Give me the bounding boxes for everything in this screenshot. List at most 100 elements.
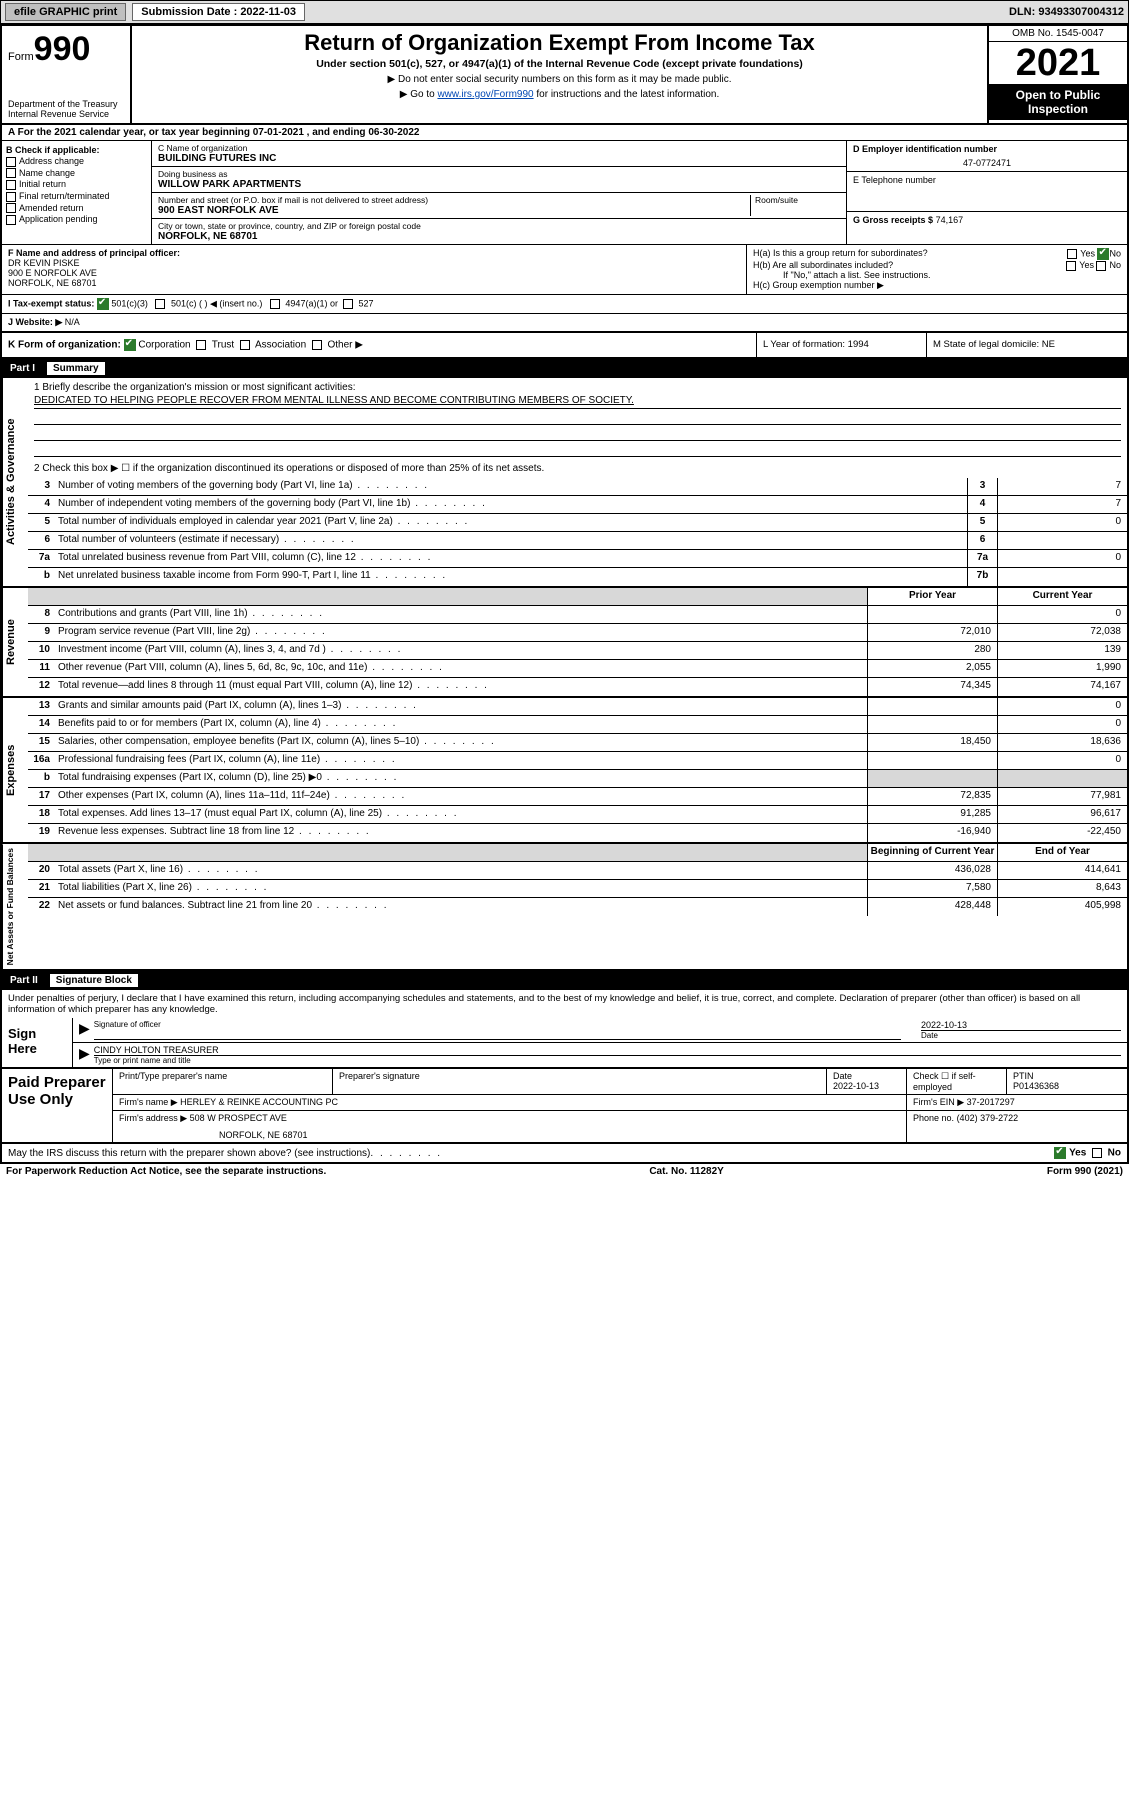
- k-opt3: Other ▶: [327, 340, 362, 351]
- form-title: Return of Organization Exempt From Incom…: [140, 30, 979, 56]
- no-lbl: No: [1108, 1148, 1121, 1159]
- header-left: Form990 Department of the Treasury Inter…: [2, 26, 132, 123]
- form990-link[interactable]: www.irs.gov/Form990: [437, 89, 533, 100]
- submission-date: Submission Date : 2022-11-03: [132, 3, 305, 21]
- table-row: 14Benefits paid to or for members (Part …: [28, 716, 1127, 734]
- sig-decl: Under penalties of perjury, I declare th…: [2, 990, 1127, 1018]
- part1-title: Summary: [47, 362, 105, 375]
- addr-val1: 508 W PROSPECT AVE: [190, 1113, 287, 1123]
- col-c: C Name of organization BUILDING FUTURES …: [152, 141, 847, 244]
- k-lbl: K Form of organization:: [8, 340, 121, 351]
- table-row: bTotal fundraising expenses (Part IX, co…: [28, 770, 1127, 788]
- phone-lbl: Phone no.: [913, 1113, 954, 1123]
- prep-sig-hdr: Preparer's signature: [333, 1069, 827, 1094]
- table-row: 18Total expenses. Add lines 13–17 (must …: [28, 806, 1127, 824]
- form-header: Form990 Department of the Treasury Inter…: [2, 26, 1127, 125]
- table-row: 17Other expenses (Part IX, column (A), l…: [28, 788, 1127, 806]
- i-501c3-checked: [97, 298, 109, 310]
- f-addr2: NORFOLK, NE 68701: [8, 278, 97, 288]
- e-lbl: E Telephone number: [853, 175, 1121, 185]
- c-name: C Name of organization BUILDING FUTURES …: [152, 141, 846, 167]
- part2-header: Part II Signature Block: [2, 971, 1127, 990]
- note2-post: for instructions and the latest informat…: [534, 89, 720, 100]
- table-row: 16aProfessional fundraising fees (Part I…: [28, 752, 1127, 770]
- c-dba-lbl: Doing business as: [158, 169, 840, 179]
- part1-header: Part I Summary: [2, 359, 1127, 378]
- table-row: bNet unrelated business taxable income f…: [28, 568, 1127, 586]
- note-ssn: ▶ Do not enter social security numbers o…: [140, 74, 979, 85]
- chk-amended[interactable]: Amended return: [6, 203, 147, 214]
- header-mid: Return of Organization Exempt From Incom…: [132, 26, 987, 123]
- form-number: Form990: [8, 30, 124, 69]
- net-label: Net Assets or Fund Balances: [2, 844, 28, 969]
- section-net: Net Assets or Fund Balances Beginning of…: [2, 844, 1127, 971]
- d-lbl: D Employer identification number: [853, 144, 1121, 154]
- prep-name-hdr: Print/Type preparer's name: [113, 1069, 333, 1094]
- table-row: 22Net assets or fund balances. Subtract …: [28, 898, 1127, 916]
- form-prefix: Form: [8, 51, 34, 63]
- tax-year: 2021: [989, 42, 1127, 84]
- footer-q-text: May the IRS discuss this return with the…: [8, 1148, 370, 1159]
- prep-date-val: 2022-10-13: [833, 1081, 900, 1091]
- j-val: N/A: [65, 317, 80, 328]
- part2-title: Signature Block: [50, 974, 138, 987]
- table-row: 4Number of independent voting members of…: [28, 496, 1127, 514]
- k-corp-checked: [124, 339, 136, 351]
- form-num: 990: [34, 30, 91, 68]
- net-hdr-row: Beginning of Current Year End of Year: [28, 844, 1127, 862]
- omb-number: OMB No. 1545-0047: [989, 26, 1127, 42]
- table-row: 12Total revenue—add lines 8 through 11 (…: [28, 678, 1127, 696]
- table-row: 11Other revenue (Part VIII, column (A), …: [28, 660, 1127, 678]
- form-container: Form990 Department of the Treasury Inter…: [0, 24, 1129, 1164]
- table-row: 20Total assets (Part X, line 16)436,0284…: [28, 862, 1127, 880]
- table-row: 19Revenue less expenses. Subtract line 1…: [28, 824, 1127, 842]
- net-hdr-curr: End of Year: [997, 844, 1127, 861]
- phone-val: (402) 379-2722: [957, 1113, 1019, 1123]
- d-ein: D Employer identification number 47-0772…: [847, 141, 1127, 172]
- i-opt0: 501(c)(3): [111, 298, 148, 308]
- chk-name[interactable]: Name change: [6, 168, 147, 179]
- efile-btn[interactable]: efile GRAPHIC print: [5, 3, 126, 21]
- c-dba-val: WILLOW PARK APARTMENTS: [158, 179, 840, 190]
- part2-num: Part II: [10, 975, 38, 986]
- firm-val: HERLEY & REINKE ACCOUNTING PC: [180, 1097, 338, 1107]
- c-name-lbl: C Name of organization: [158, 143, 840, 153]
- section-expenses: Expenses 13Grants and similar amounts pa…: [2, 698, 1127, 844]
- mission-block: 1 Briefly describe the organization's mi…: [28, 378, 1127, 478]
- c-street: Number and street (or P.O. box if mail i…: [152, 193, 846, 219]
- table-row: 10Investment income (Part VIII, column (…: [28, 642, 1127, 660]
- row-fh: F Name and address of principal officer:…: [2, 245, 1127, 295]
- net-hdr-prior: Beginning of Current Year: [867, 844, 997, 861]
- k-m: M State of legal domicile: NE: [927, 333, 1127, 357]
- yes-lbl: Yes: [1069, 1148, 1086, 1159]
- table-row: 6Total number of volunteers (estimate if…: [28, 532, 1127, 550]
- hdr-curr: Current Year: [997, 588, 1127, 605]
- k-opt1: Trust: [212, 340, 234, 351]
- header-right: OMB No. 1545-0047 2021 Open to Public In…: [987, 26, 1127, 123]
- chk-address[interactable]: Address change: [6, 156, 147, 167]
- row-a-period: A For the 2021 calendar year, or tax yea…: [2, 125, 1127, 141]
- firm-lbl: Firm's name ▶: [119, 1097, 178, 1107]
- block-bcde: B Check if applicable: Address change Na…: [2, 141, 1127, 245]
- topbar: efile GRAPHIC print Submission Date : 20…: [0, 0, 1129, 24]
- section-governance: Activities & Governance 1 Briefly descri…: [2, 378, 1127, 588]
- chk-final[interactable]: Final return/terminated: [6, 191, 147, 202]
- row-j: J Website: ▶ N/A: [2, 314, 1127, 333]
- section-revenue: Revenue Prior Year Current Year 8Contrib…: [2, 588, 1127, 698]
- paid-title: Paid Preparer Use Only: [2, 1069, 112, 1142]
- ptin-hdr: PTIN: [1013, 1071, 1121, 1081]
- addr-val2: NORFOLK, NE 68701: [219, 1130, 900, 1140]
- i-lbl: I Tax-exempt status:: [8, 298, 94, 308]
- col-de: D Employer identification number 47-0772…: [847, 141, 1127, 244]
- col-h: H(a) Is this a group return for subordin…: [747, 245, 1127, 294]
- ein-val: 37-2017297: [967, 1097, 1015, 1107]
- e-phone: E Telephone number: [847, 172, 1127, 212]
- chk-pending[interactable]: Application pending: [6, 214, 147, 225]
- row-i: I Tax-exempt status: 501(c)(3) 501(c) ( …: [2, 295, 1127, 314]
- prep-date-hdr: Date: [833, 1071, 900, 1081]
- sig-name-val: CINDY HOLTON TREASURER: [94, 1045, 1121, 1055]
- chk-initial[interactable]: Initial return: [6, 179, 147, 190]
- prep-self-hdr: Check ☐ if self-employed: [907, 1069, 1007, 1094]
- ein-lbl: Firm's EIN ▶: [913, 1097, 964, 1107]
- col-f: F Name and address of principal officer:…: [2, 245, 747, 294]
